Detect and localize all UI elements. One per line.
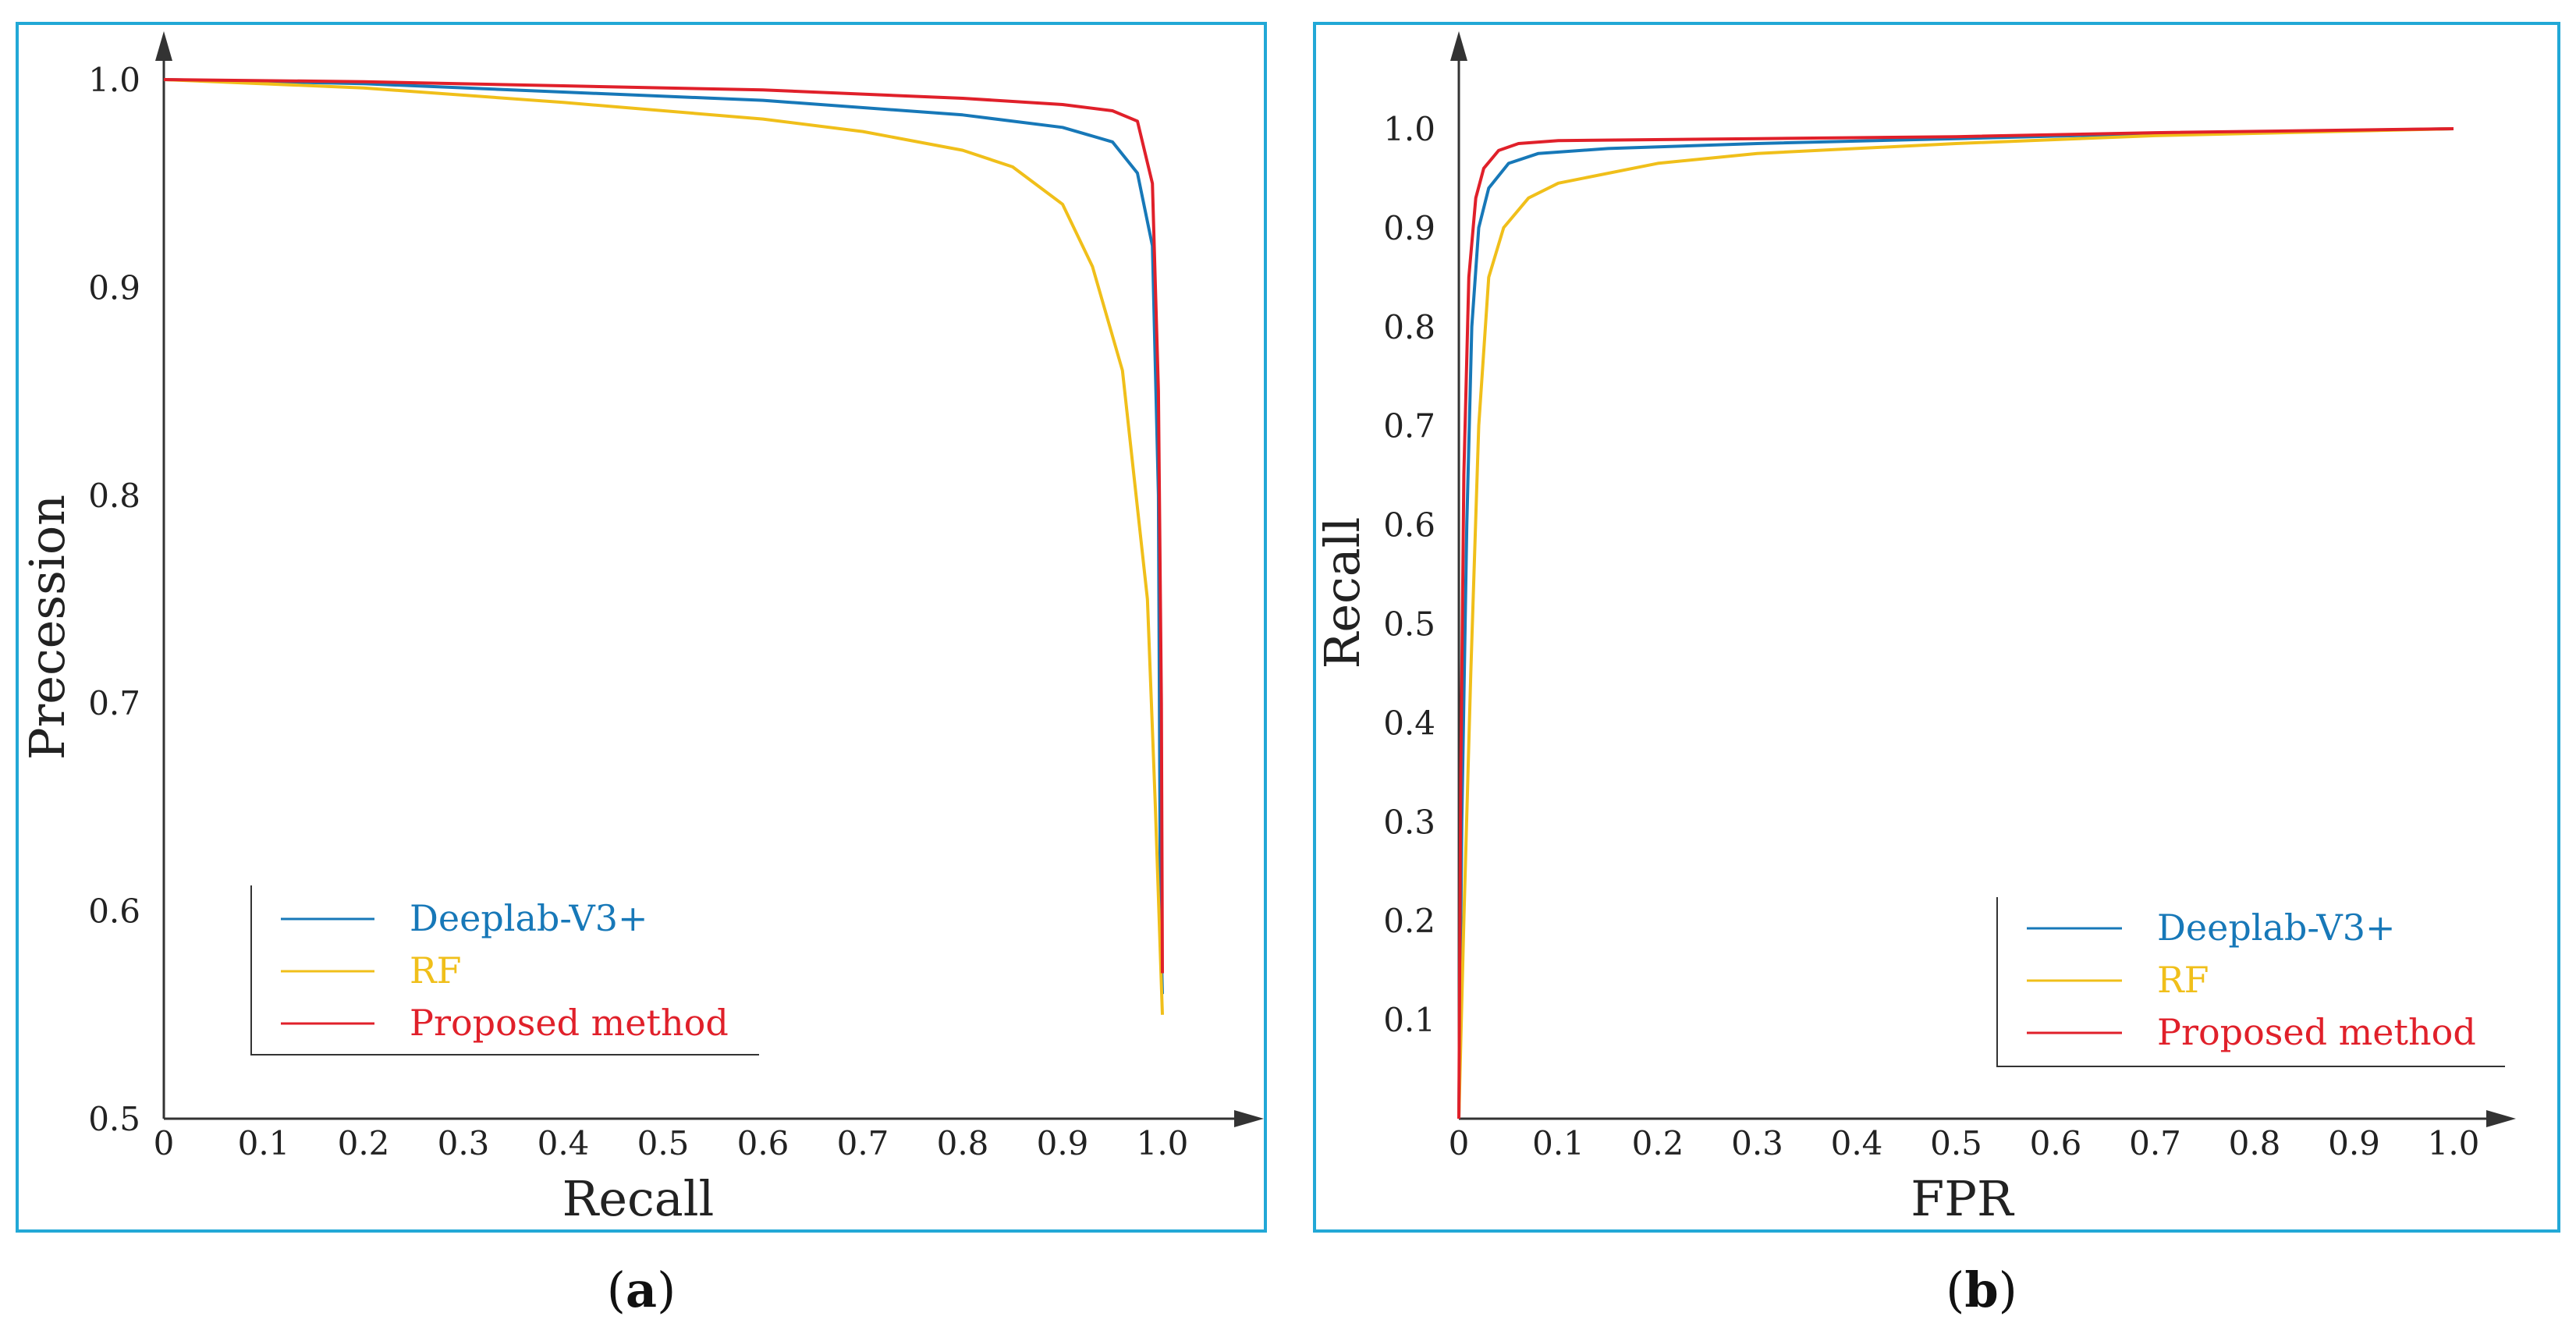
panel-b-series-rf: [1457, 127, 2454, 1119]
panel-b-legend-label-rf: RF: [2157, 959, 2209, 1001]
panel-a-x-tick-label: 0.1: [238, 1124, 290, 1162]
panel-b-x-tick-label: 0.7: [2129, 1124, 2181, 1162]
panel-a-x-tick-label: 0.4: [538, 1124, 590, 1162]
panel-b-y-tick-label: 1.0: [1383, 110, 1435, 148]
panel-a-x-tick-label: 0.5: [637, 1124, 690, 1162]
panel-a-x-axis-label: Recall: [562, 1170, 715, 1227]
panel-b-x-tick-label: 0.5: [1930, 1124, 1982, 1162]
panel-b-y-tick-label: 0.4: [1383, 704, 1435, 742]
panel-a-caption-letter: a: [626, 1261, 657, 1318]
panel-b-x-tick-label: 0.4: [1831, 1124, 1883, 1162]
panel-b-y-tick-label: 0.7: [1383, 407, 1435, 445]
panel-a-x-tick-label: 0.8: [937, 1124, 989, 1162]
panel-b-legend-frame: [1996, 897, 2505, 1067]
panel-a-y-tick-label: 0.9: [88, 268, 140, 307]
panel-b-y-tick-label: 0.3: [1383, 803, 1435, 841]
panel-a-y-tick-label: 0.6: [88, 892, 140, 931]
panel-b-x-tick-label: 0.1: [1532, 1124, 1584, 1162]
panel-b-y-tick-label: 0.8: [1383, 308, 1435, 346]
panel-a-y-tick-label: 1.0: [88, 61, 140, 99]
panel-a-series-rf: [163, 78, 1164, 1015]
panel-b-y-tick-label: 0.2: [1383, 902, 1435, 940]
panel-a-y-tick-label: 0.8: [88, 477, 140, 515]
panel-a-x-tick-label: 0.9: [1037, 1124, 1089, 1162]
panel-b-series: [1457, 127, 2454, 1119]
panel-b-x-tick-label: 0.3: [1731, 1124, 1783, 1162]
panel-a-y-axis-label: Precession: [19, 495, 76, 760]
panel-b-x-tick-label: 0.6: [2030, 1124, 2082, 1162]
panel-b-y-tick-label: 0.5: [1383, 605, 1435, 644]
panel-a-series-proposed-method: [163, 78, 1164, 974]
panel-b-legend-label-deeplab-v3: Deeplab-V3+: [2157, 906, 2396, 949]
panel-b-x-axis-arrow: [2486, 1110, 2516, 1127]
panel-b-legend: Deeplab-V3+ RF Proposed method: [1996, 897, 2505, 1067]
panel-a-x-tick-label: 0: [154, 1124, 175, 1162]
panel-a-legend: Deeplab-V3+ RF Proposed method: [250, 885, 759, 1055]
panel-b-x-axis-label: FPR: [1911, 1170, 2015, 1227]
panel-a-series-deeplab-v3: [163, 78, 1164, 995]
panel-b-y-tick-label: 0.9: [1383, 209, 1435, 247]
panel-b-x-tick-label: 1.0: [2428, 1124, 2480, 1162]
panel-b-legend-label-proposed-method: Proposed method: [2157, 1011, 2476, 1053]
panel-b-x-tick-label: 0.8: [2229, 1124, 2281, 1162]
panel-b-series-deeplab-v3: [1457, 127, 2454, 1119]
panel-b-y-tick-label: 0.6: [1383, 506, 1435, 545]
panel-a-x-tick-label: 0.3: [438, 1124, 490, 1162]
panel-a-legend-label-rf: RF: [410, 949, 462, 992]
panel-a-x-tick-label: 0.6: [737, 1124, 789, 1162]
panel-a-x-axis-arrow: [1234, 1110, 1264, 1127]
panel-b: 0 0.1 0.2 0.3 0.4 0.5 0.6 0.7 0.8 0.9 1.0 0.1 0.2 0.3…: [1313, 22, 2560, 1318]
panel-a-y-tick-label: 0.5: [88, 1100, 140, 1138]
panel-a-legend-label-deeplab-v3: Deeplab-V3+: [410, 897, 648, 939]
panel-a-legend-frame: [250, 885, 759, 1055]
panel-a-x-tick-label: 1.0: [1137, 1124, 1189, 1162]
panel-a-axes: 0 0.1 0.2 0.3 0.4 0.5 0.6 0.7 0.8 0.9 1.0 0.5 0.6 0.7…: [88, 31, 1264, 1162]
panel-b-frame: [1313, 22, 2560, 1233]
panel-a: 0 0.1 0.2 0.3 0.4 0.5 0.6 0.7 0.8 0.9 1.0 0.5 0.6 0.7…: [16, 22, 1267, 1318]
panel-a-series: [163, 78, 1164, 1015]
panel-a-caption: (a): [607, 1261, 676, 1318]
panel-b-caption: (b): [1946, 1261, 2017, 1318]
panel-a-x-tick-label: 0.2: [338, 1124, 390, 1162]
panel-b-x-tick-label: 0: [1449, 1124, 1470, 1162]
panel-b-y-axis-label: Recall: [1314, 517, 1371, 669]
panel-a-legend-label-proposed-method: Proposed method: [410, 1002, 729, 1044]
panel-a-frame: [16, 22, 1267, 1233]
panel-b-axes: 0 0.1 0.2 0.3 0.4 0.5 0.6 0.7 0.8 0.9 1.0 0.1 0.2 0.3…: [1383, 31, 2516, 1162]
panel-b-x-tick-label: 0.9: [2328, 1124, 2380, 1162]
panel-a-y-axis-arrow: [155, 31, 172, 61]
panel-a-y-tick-label: 0.7: [88, 684, 140, 722]
panel-b-y-tick-label: 0.1: [1383, 1001, 1435, 1039]
panel-b-caption-letter: b: [1964, 1261, 1998, 1318]
panel-b-y-axis-arrow: [1450, 31, 1467, 61]
panel-b-x-tick-label: 0.2: [1632, 1124, 1684, 1162]
panel-a-x-tick-label: 0.7: [837, 1124, 889, 1162]
panel-b-series-proposed-method: [1457, 127, 2454, 1119]
